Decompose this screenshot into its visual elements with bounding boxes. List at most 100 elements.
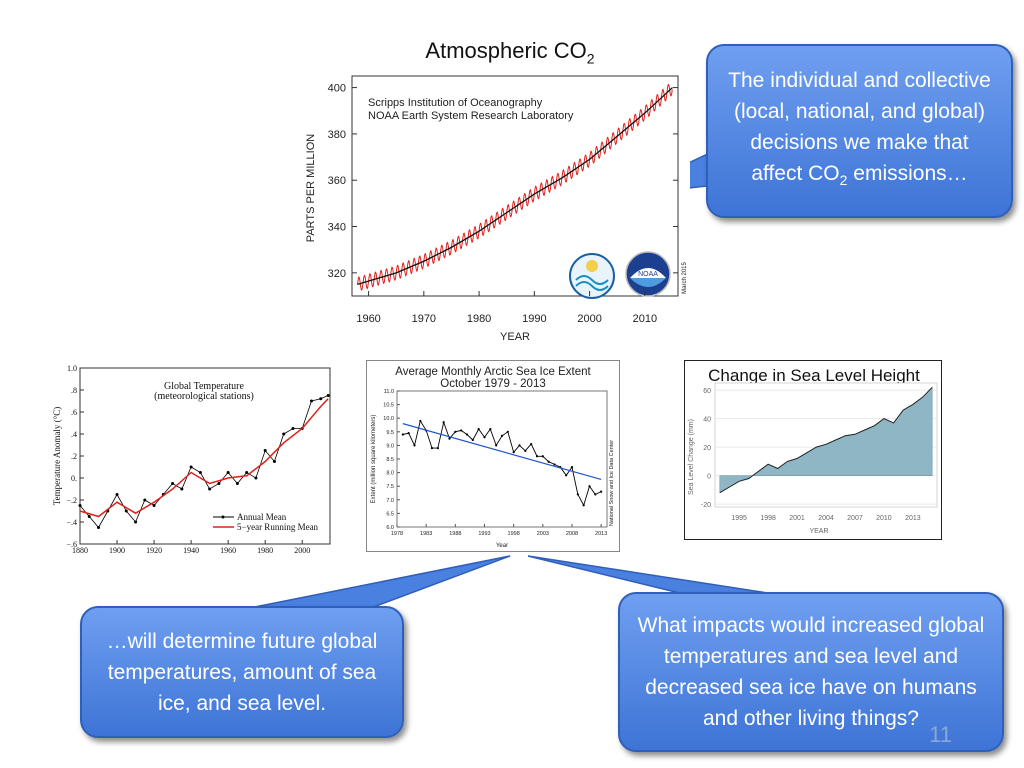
- ice-xtick-label: 1983: [420, 531, 432, 537]
- scripps-logo: [569, 253, 615, 299]
- slide-title: Atmospheric CO2: [380, 38, 640, 66]
- sea-xtick-label: 1995: [731, 515, 747, 522]
- co2-plot-frame: [351, 75, 679, 297]
- temp-ytick-label: −.2: [66, 496, 77, 505]
- ice-extent-point: [477, 427, 480, 431]
- ice-extent-point: [541, 455, 544, 458]
- ice-trend-line: [402, 423, 602, 480]
- ice-extent-point: [430, 447, 434, 450]
- co2-chart-svg: Scripps Institution of Oceanography NOAA…: [305, 75, 688, 343]
- ice-annotation: National Snow and Ice Data Center: [609, 440, 615, 526]
- co2-xtick-label: 1990: [522, 313, 546, 325]
- bottom-left-callout-tail: [229, 555, 511, 613]
- ice-extent-point: [530, 442, 533, 446]
- ice-extent-point: [582, 504, 585, 507]
- ice-subtitle: October 1979 - 2013: [440, 378, 546, 390]
- temp-title: Global Temperature: [164, 381, 244, 392]
- ice-extent-point: [524, 449, 527, 452]
- sea-xlabel: YEAR: [809, 528, 828, 535]
- temp-legend-annual: Annual Mean: [237, 512, 287, 522]
- sea-ytick-label: 0: [707, 474, 711, 481]
- temp-annual-point: [245, 471, 249, 474]
- svg-text:NOAA: NOAA: [638, 271, 658, 278]
- temp-annual-point: [97, 526, 101, 529]
- temp-running-line: [79, 398, 329, 518]
- co2-xtick-label: 2010: [633, 313, 657, 325]
- sea-ylabel: Sea Level Change (mm): [688, 419, 695, 495]
- temp-annual-point: [235, 482, 239, 485]
- sea-ice-chart: Average Monthly Arctic Sea Ice Extent Oc…: [366, 360, 620, 552]
- temp-ytick-label: −.4: [66, 518, 77, 527]
- temp-legend: Annual Mean 5−year Running Mean: [213, 512, 319, 532]
- slide-title-main: Atmospheric CO: [425, 38, 587, 63]
- callout-decisions-sub: 2: [839, 172, 848, 189]
- ice-xtick-label: 1978: [391, 531, 403, 537]
- temp-annual-point: [198, 471, 202, 474]
- temp-annual-point: [272, 460, 276, 463]
- ice-extent-point: [588, 485, 591, 488]
- sea-ytick-label: 60: [703, 388, 711, 395]
- temp-annual-point: [309, 399, 313, 403]
- ice-ylabel: Extent (million square kilometers): [371, 415, 377, 504]
- callout-impacts-text: What impacts would increased global temp…: [637, 614, 985, 730]
- temp-xtick-label: 1900: [109, 546, 125, 555]
- ice-extent-point: [471, 438, 474, 442]
- temp-annual-point: [143, 498, 147, 502]
- sea-ytick-label: 20: [703, 445, 711, 452]
- temp-ytick-label: .2: [71, 452, 77, 461]
- ice-xtick-label: 1998: [508, 531, 520, 537]
- temp-ytick-label: .8: [71, 386, 77, 395]
- temp-annual-point: [226, 471, 230, 474]
- sea-level-line: [719, 386, 933, 494]
- ice-ytick-label: 9.0: [386, 443, 394, 449]
- ice-extent-point: [512, 451, 515, 454]
- co2-xtick-label: 1980: [467, 313, 491, 325]
- temp-annual-point: [134, 520, 138, 524]
- sea-title: Change in Sea Level Height: [708, 366, 920, 385]
- sea-level-chart: Change in Sea Level Height YEAR Sea Leve…: [684, 360, 942, 540]
- global-temp-chart: Global Temperature (meteorological stati…: [48, 362, 338, 558]
- callout-determine-text: …will determine future global temperatur…: [106, 629, 378, 715]
- ice-ytick-label: 6.5: [386, 511, 394, 517]
- sea-ytick-label: -20: [701, 502, 711, 509]
- temp-xtick-label: 1880: [72, 546, 88, 555]
- ice-extent-point: [419, 419, 422, 423]
- temp-annual-point: [217, 482, 221, 485]
- temp-annual-point: [152, 504, 156, 507]
- noaa-logo: NOAA: [625, 251, 671, 297]
- ice-xtick-label: 1988: [449, 531, 461, 537]
- sea-xtick-label: 2007: [847, 515, 863, 522]
- ice-extent-point: [535, 455, 539, 458]
- temp-ytick-label: −.6: [66, 540, 77, 549]
- sea-xtick-label: 1998: [760, 515, 776, 522]
- ice-extent-point: [454, 430, 457, 433]
- co2-trend-line: [357, 87, 673, 286]
- global-temp-chart-svg: Global Temperature (meteorological stati…: [52, 364, 331, 555]
- ice-extent-point: [576, 493, 579, 496]
- temp-annual-point: [254, 476, 258, 480]
- co2-ylabel: PARTS PER MILLION: [305, 134, 317, 242]
- co2-title: Scripps Institution of Oceanography: [368, 97, 543, 109]
- co2-ytick-label: 360: [328, 175, 346, 187]
- ice-extent-point: [465, 433, 469, 436]
- sea-xtick-label: 2001: [789, 515, 805, 522]
- ice-ytick-label: 10.5: [383, 403, 394, 409]
- ice-extent-point: [413, 444, 416, 447]
- ice-ytick-label: 8.0: [386, 471, 394, 477]
- co2-xtick-label: 2000: [577, 313, 601, 325]
- temp-annual-point: [115, 493, 119, 496]
- ice-extent-point: [448, 437, 451, 440]
- ice-extent-point: [600, 490, 603, 493]
- callout-decisions: The individual and collective (local, na…: [706, 44, 1013, 218]
- ice-extent-point: [565, 474, 568, 477]
- callout-decisions-text: The individual and collective (local, na…: [728, 69, 991, 186]
- temp-ytick-label: 1.0: [67, 364, 77, 373]
- temp-annual-point: [263, 449, 267, 452]
- sea-ytick-label: 40: [703, 417, 711, 424]
- ice-title: Average Monthly Arctic Sea Ice Extent: [395, 366, 591, 378]
- temp-annual-point: [171, 482, 175, 485]
- ice-ytick-label: 6.0: [386, 525, 394, 531]
- page-number: 11: [929, 722, 952, 747]
- ice-ytick-label: 7.5: [386, 484, 394, 490]
- temp-annual-point: [326, 394, 330, 397]
